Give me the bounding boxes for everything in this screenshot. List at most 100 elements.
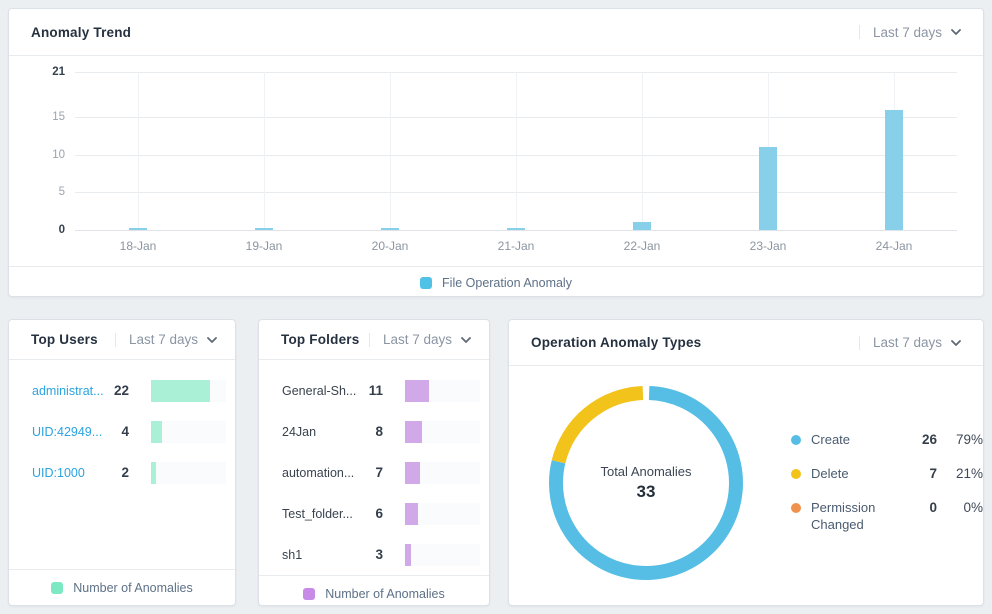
top-folder-bar-track [405,502,480,525]
donut-center-text: Total Anomalies 33 [547,384,745,582]
y-axis-tick-5: 5 [58,186,65,198]
top-user-row: administrat... 22 [32,370,226,411]
top-folder-row: 24Jan 8 [282,411,480,452]
top-user-value: 2 [121,465,129,480]
operation-types-title: Operation Anomaly Types [531,335,702,350]
top-user-value: 22 [113,383,129,398]
top-folders-list: General-Sh... 11 24Jan 8 automation... 7 Test_… [259,360,489,575]
donut-legend-value: 7 [929,466,937,481]
folders-legend-item[interactable]: Number of Anomalies [259,575,489,605]
trend-legend-label: File Operation Anomaly [442,276,572,290]
donut-legend-item-create[interactable]: Create 26 79% [791,431,983,448]
trend-time-range-value: Last 7 days [872,24,942,40]
y-axis-tick-10: 10 [52,149,65,161]
range-divider [368,332,370,347]
users-time-range-value: Last 7 days [128,332,198,347]
trend-bar-23-Jan [759,147,777,230]
chevron-down-icon [951,339,961,346]
gridline-x-21-Jan [516,72,517,230]
y-axis-tick-15: 15 [52,111,65,123]
top-folder-value: 11 [368,383,383,398]
top-user-row: UID:1000 2 [32,452,226,493]
trend-time-range-select[interactable]: Last 7 days [858,24,961,40]
anomaly-trend-panel: Anomaly Trend Last 7 days 21 15 10 5 0 18-Jan… [8,8,984,297]
operation-time-range-select[interactable]: Last 7 days [858,335,961,350]
users-legend-label: Number of Anomalies [73,580,193,595]
top-folder-bar-track [405,543,480,566]
donut-legend-label: Create [811,432,851,447]
bottom-panels-row: Top Users Last 7 days administrat... 22 UI… [8,319,984,606]
top-user-value: 4 [121,424,129,439]
trend-bar-20-Jan [381,228,399,230]
donut-legend-item-delete[interactable]: Delete 7 21% [791,465,983,482]
top-user-bar-track [151,461,226,484]
top-user-bar [151,461,157,484]
x-axis-tick-23-Jan: 23-Jan [749,239,787,253]
trend-column-21-Jan [453,72,579,230]
legend-dot-icon [791,469,801,479]
top-folders-title: Top Folders [281,332,360,347]
y-axis-tick-0: 0 [58,224,65,236]
trend-columns [75,72,957,230]
top-folder-name: General-Sh... [282,383,357,398]
trend-column-18-Jan [75,72,201,230]
top-user-name[interactable]: UID:1000 [32,465,85,480]
x-axis-tick-24-Jan: 24-Jan [875,239,913,253]
top-users-list: administrat... 22 UID:42949... 4 UID:1000 2 [9,360,235,569]
anomaly-trend-chart: 21 15 10 5 0 18-Jan 19-Jan 20-Jan 21-Jan 22-Jan 23… [19,66,957,254]
users-legend-item[interactable]: Number of Anomalies [9,569,235,605]
trend-column-24-Jan [831,72,957,230]
range-divider [114,332,116,347]
gridline-x-20-Jan [390,72,391,230]
trend-bar-21-Jan [507,228,525,230]
top-users-title: Top Users [31,332,98,347]
users-anomalies-swatch-icon [51,581,64,594]
operation-types-header: Operation Anomaly Types Last 7 days [509,320,983,366]
trend-column-20-Jan [327,72,453,230]
donut-legend-percent: 79% [955,432,983,447]
trend-bar-22-Jan [633,222,651,230]
top-folder-bar [405,502,418,525]
range-divider [858,335,860,350]
donut-legend-percent: 0% [963,500,983,515]
top-folder-bar-track [405,420,480,443]
top-folder-value: 7 [375,465,383,480]
top-folder-row: automation... 7 [282,452,480,493]
gridline-y-0 [75,230,957,231]
top-folder-value: 8 [375,424,383,439]
folders-time-range-value: Last 7 days [382,332,452,347]
chevron-down-icon [461,336,471,343]
top-user-bar-track [151,420,226,443]
file-operation-anomaly-swatch-icon [420,277,433,289]
users-time-range-select[interactable]: Last 7 days [114,332,217,347]
top-user-name[interactable]: administrat... [32,383,104,398]
top-folder-value: 6 [375,506,383,521]
anomaly-trend-title: Anomaly Trend [31,24,132,40]
top-folders-panel: Top Folders Last 7 days General-Sh... 11 2… [258,319,490,606]
donut-legend-item-permission-changed[interactable]: Permission Changed 0 0% [791,499,983,533]
top-user-row: UID:42949... 4 [32,411,226,452]
top-folder-bar-track [405,379,480,402]
top-folder-name: 24Jan [282,424,317,439]
top-folder-bar [405,461,420,484]
gridline-x-19-Jan [264,72,265,230]
donut-rings [549,385,743,580]
operation-anomaly-types-panel: Operation Anomaly Types Last 7 days Tota… [508,319,984,606]
x-axis-tick-20-Jan: 20-Jan [371,239,409,253]
trend-bar-18-Jan [129,228,147,230]
top-user-name[interactable]: UID:42949... [32,424,103,439]
top-folder-bar [405,379,429,402]
donut-center-label: Total Anomalies [600,463,692,479]
gridline-x-22-Jan [642,72,643,230]
x-axis-tick-21-Jan: 21-Jan [497,239,535,253]
trend-bar-19-Jan [255,228,273,230]
top-users-panel: Top Users Last 7 days administrat... 22 UI… [8,319,236,606]
top-folder-row: General-Sh... 11 [282,370,480,411]
trend-legend-item[interactable]: File Operation Anomaly [9,266,983,296]
trend-column-22-Jan [579,72,705,230]
top-user-bar [151,420,162,443]
top-users-header: Top Users Last 7 days [9,320,235,360]
gridline-x-18-Jan [138,72,139,230]
top-user-bar-track [151,379,226,402]
folders-time-range-select[interactable]: Last 7 days [368,332,471,347]
